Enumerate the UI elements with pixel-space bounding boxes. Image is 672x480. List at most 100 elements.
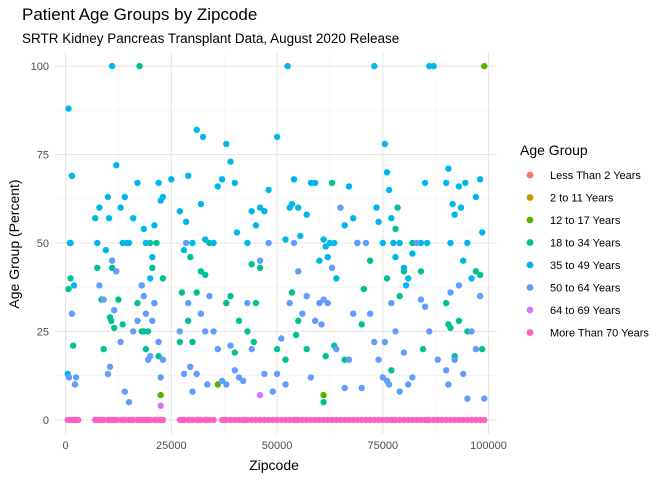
data-point xyxy=(185,299,192,307)
data-point xyxy=(142,239,150,247)
data-point xyxy=(261,208,268,215)
data-point xyxy=(290,239,298,247)
legend-label: 50 to 64 Years xyxy=(550,283,621,295)
data-point xyxy=(187,253,194,261)
data-point xyxy=(385,186,393,194)
data-point xyxy=(481,395,488,402)
data-point xyxy=(202,271,209,278)
data-point xyxy=(233,229,241,236)
data-point xyxy=(223,381,230,388)
data-point xyxy=(117,338,124,346)
data-point xyxy=(142,310,150,317)
data-point xyxy=(155,179,162,187)
data-point xyxy=(350,215,357,222)
data-point xyxy=(479,345,486,353)
data-point xyxy=(278,335,285,342)
data-point xyxy=(443,299,450,307)
data-point xyxy=(149,253,156,261)
legend-swatch xyxy=(526,239,534,246)
data-point xyxy=(130,215,137,222)
data-point xyxy=(244,328,251,335)
data-point xyxy=(105,215,113,222)
data-point xyxy=(468,328,475,335)
data-point xyxy=(447,239,454,247)
data-point xyxy=(265,186,272,194)
data-point xyxy=(375,356,382,363)
data-point xyxy=(421,303,429,310)
data-point xyxy=(100,345,107,353)
data-point xyxy=(206,292,213,300)
data-point xyxy=(94,239,101,247)
data-point xyxy=(417,296,425,303)
data-point xyxy=(311,317,319,324)
data-point xyxy=(322,353,329,360)
data-point xyxy=(350,310,357,317)
data-point xyxy=(256,257,264,264)
data-point xyxy=(125,239,133,247)
data-point xyxy=(286,299,293,307)
data-point xyxy=(227,342,234,349)
data-point xyxy=(366,257,374,264)
data-point xyxy=(273,133,281,141)
data-point xyxy=(159,416,167,424)
data-point xyxy=(75,416,82,424)
data-point xyxy=(481,62,488,70)
data-point xyxy=(157,402,164,409)
data-point xyxy=(214,345,221,353)
data-point xyxy=(202,236,209,243)
data-point xyxy=(256,264,264,271)
y-tick-label: 50 xyxy=(37,238,49,250)
data-point xyxy=(303,211,310,218)
data-point xyxy=(445,165,452,172)
data-point xyxy=(383,169,391,176)
data-point xyxy=(67,239,74,247)
data-point xyxy=(189,239,196,247)
data-point xyxy=(358,384,365,392)
data-point xyxy=(244,239,251,247)
data-point xyxy=(149,264,156,271)
data-point xyxy=(292,331,300,339)
data-point xyxy=(244,299,251,307)
data-point xyxy=(282,236,289,243)
data-point xyxy=(197,200,205,208)
data-point xyxy=(320,391,327,399)
x-tick-label: 0 xyxy=(63,440,69,452)
data-point xyxy=(447,324,454,332)
data-point xyxy=(134,179,141,187)
legend-label: 12 to 17 Years xyxy=(550,215,621,227)
legend-label: 18 to 34 Years xyxy=(550,238,621,250)
data-point xyxy=(140,292,147,300)
data-point xyxy=(371,338,378,346)
data-point xyxy=(155,353,162,360)
data-point xyxy=(197,268,205,275)
data-point xyxy=(333,275,340,282)
data-point xyxy=(390,239,397,247)
data-point xyxy=(409,250,416,257)
data-point xyxy=(121,193,128,201)
data-point xyxy=(134,317,141,324)
data-point xyxy=(388,215,395,222)
data-point xyxy=(108,62,116,70)
data-point xyxy=(248,261,255,268)
data-point xyxy=(358,321,365,328)
data-point xyxy=(324,253,331,261)
data-point xyxy=(479,229,486,236)
legend-title: Age Group xyxy=(520,142,588,158)
data-point xyxy=(185,317,192,324)
data-point xyxy=(256,204,264,211)
data-point xyxy=(235,317,243,324)
data-point xyxy=(460,257,467,264)
data-point xyxy=(68,172,76,179)
chart-subtitle: SRTR Kidney Pancreas Transplant Data, Au… xyxy=(22,31,399,46)
data-point xyxy=(476,271,484,278)
chart-title: Patient Age Groups by Zipcode xyxy=(22,5,257,24)
data-point xyxy=(180,246,188,254)
data-point xyxy=(108,317,115,324)
data-point xyxy=(320,296,327,303)
data-point xyxy=(447,289,454,296)
data-point xyxy=(111,307,118,314)
data-point xyxy=(144,328,152,335)
data-point xyxy=(157,391,164,399)
data-point xyxy=(371,62,378,70)
data-point xyxy=(434,356,441,363)
